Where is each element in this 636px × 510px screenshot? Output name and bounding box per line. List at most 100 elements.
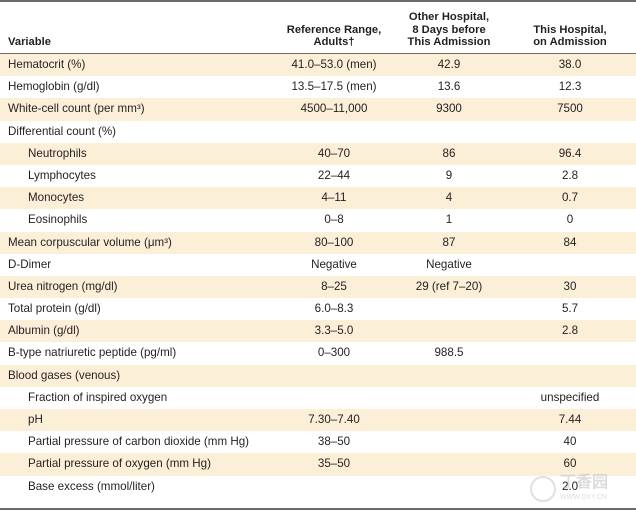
cell-other-hospital: 87 [442,235,456,249]
cell-reference-range: 0–8 [324,213,344,227]
cell-variable: pH [28,413,43,426]
cell-variable: Albumin (g/dl) [8,324,80,338]
cell-variable: Blood gases (venous) [8,368,121,382]
table-header: Variable Reference Range, Adults† Other … [0,2,636,54]
cell-variable: Base excess (mmol/liter) [28,479,155,493]
cell-this-hospital [514,254,626,276]
header-variable-label: Variable [8,36,51,49]
cell-variable: Lymphocytes [28,168,96,182]
cell-variable: Mean corpuscular volume (μm³) [8,235,172,249]
header-variable: Variable [8,36,51,49]
cell-other-hospital [393,298,505,320]
cell-this-hospital: 0.7 [561,191,579,205]
header-other-hospital: Other Hospital, 8 Days before This Admis… [393,11,505,49]
bottom-rule [0,508,636,510]
header-other-line3: This Admission [407,36,491,49]
cell-reference-range [270,365,398,387]
cell-other-hospital: 1 [445,213,453,227]
cell-this-hospital: 96.4 [558,146,582,160]
cell-this-hospital: 30 [563,279,577,293]
top-rule [0,0,636,2]
cell-this-hospital: 2.8 [561,324,579,338]
table-row: Base excess (mmol/liter) 2.0 [0,476,636,498]
cell-variable: Monocytes [28,191,85,205]
cell-this-hospital: 5.7 [561,302,579,316]
cell-reference-range: 41.0–53.0 (men) [291,58,377,71]
header-reference-line2: Adults† [313,36,355,49]
cell-variable: White-cell count (per mm³) [8,102,145,116]
cell-reference-range [270,387,398,409]
cell-this-hospital [514,342,626,364]
cell-this-hospital: 7500 [557,102,583,116]
table-body: Hematocrit (%) 41.0–53.0 (men) 42.9 38.0 Hem… [0,54,636,498]
table-row: Differential count (%) [0,121,636,143]
cell-other-hospital: 988.5 [434,346,464,360]
cell-this-hospital [514,365,626,387]
cell-variable: Eosinophils [28,213,88,227]
cell-other-hospital: Negative [426,257,472,271]
cell-reference-range: 8–25 [321,279,347,293]
header-this-line1: This Hospital, [533,23,607,36]
table-row: Partial pressure of oxygen (mm Hg) 35–50 6… [0,453,636,476]
table-row: Eosinophils 0–8 1 0 [0,209,636,231]
table-row: Lymphocytes 22–44 9 2.8 [0,165,636,187]
cell-this-hospital: unspecified [540,390,600,404]
cell-variable: D-Dimer [8,257,52,271]
cell-this-hospital: 60 [563,457,577,471]
cell-other-hospital: 9300 [436,102,462,116]
cell-reference-range: 35–50 [317,457,351,471]
watermark: 丁香园 WWW.DXY.CN [530,474,628,504]
watermark-text: 丁香园 [560,474,609,491]
cell-this-hospital: 12.3 [558,80,582,94]
cell-other-hospital [393,476,505,498]
cell-this-hospital: 7.44 [558,413,582,426]
cell-other-hospital: 9 [445,168,453,182]
cell-other-hospital [393,365,505,387]
table-row: Albumin (g/dl) 3.3–5.0 2.8 [0,320,636,343]
table-row: Monocytes 4–11 4 0.7 [0,187,636,210]
cell-other-hospital: 13.6 [437,80,461,94]
cell-this-hospital: 38.0 [558,58,582,71]
header-this-line2: on Admission [533,36,607,49]
table-row: D-Dimer Negative Negative [0,254,636,276]
cell-variable: B-type natriuretic peptide (pg/ml) [8,346,177,360]
cell-this-hospital: 40 [563,435,577,449]
cell-variable: Fraction of inspired oxygen [28,390,168,404]
cell-reference-range: 13.5–17.5 (men) [291,80,377,94]
table-row: Urea nitrogen (mg/dl) 8–25 29 (ref 7–20) 30 [0,275,636,299]
cell-other-hospital: 86 [442,146,456,160]
cell-reference-range: 22–44 [317,168,351,182]
cell-reference-range: 0–300 [317,346,351,360]
cell-reference-range: 4500–11,000 [300,102,368,116]
table-row: Partial pressure of carbon dioxide (mm H… [0,431,636,453]
cell-reference-range: 38–50 [317,435,351,449]
cell-this-hospital: 2.0 [561,479,579,493]
cell-reference-range: Negative [311,257,357,271]
cell-reference-range: 7.30–7.40 [308,413,360,426]
cell-reference-range [270,476,398,498]
cell-other-hospital [393,431,505,453]
cell-other-hospital: 29 (ref 7–20) [415,279,483,293]
cell-this-hospital [514,121,626,143]
dxy-logo-icon [530,476,556,502]
cell-reference-range [270,121,398,143]
cell-reference-range: 6.0–8.3 [314,302,354,316]
cell-variable: Partial pressure of oxygen (mm Hg) [28,457,211,471]
table-row: White-cell count (per mm³) 4500–11,000 930… [0,98,636,121]
cell-reference-range: 3.3–5.0 [314,324,354,338]
cell-reference-range: 4–11 [321,191,347,205]
header-this-hospital: This Hospital, on Admission [514,24,626,49]
cell-variable: Differential count (%) [8,124,117,138]
cell-variable: Urea nitrogen (mg/dl) [8,279,118,293]
watermark-url: WWW.DXY.CN [560,494,607,501]
cell-variable: Partial pressure of carbon dioxide (mm H… [28,435,250,449]
header-reference-range: Reference Range, Adults† [270,24,398,49]
table-row: Hemoglobin (g/dl) 13.5–17.5 (men) 13.6 12.3 [0,76,636,98]
cell-variable: Hemoglobin (g/dl) [8,80,100,94]
cell-variable: Total protein (g/dl) [8,302,101,316]
cell-other-hospital [393,387,505,409]
cell-reference-range: 80–100 [314,235,354,249]
cell-this-hospital: 2.8 [561,168,579,182]
table-row: Hematocrit (%) 41.0–53.0 (men) 42.9 38.0 [0,54,636,77]
